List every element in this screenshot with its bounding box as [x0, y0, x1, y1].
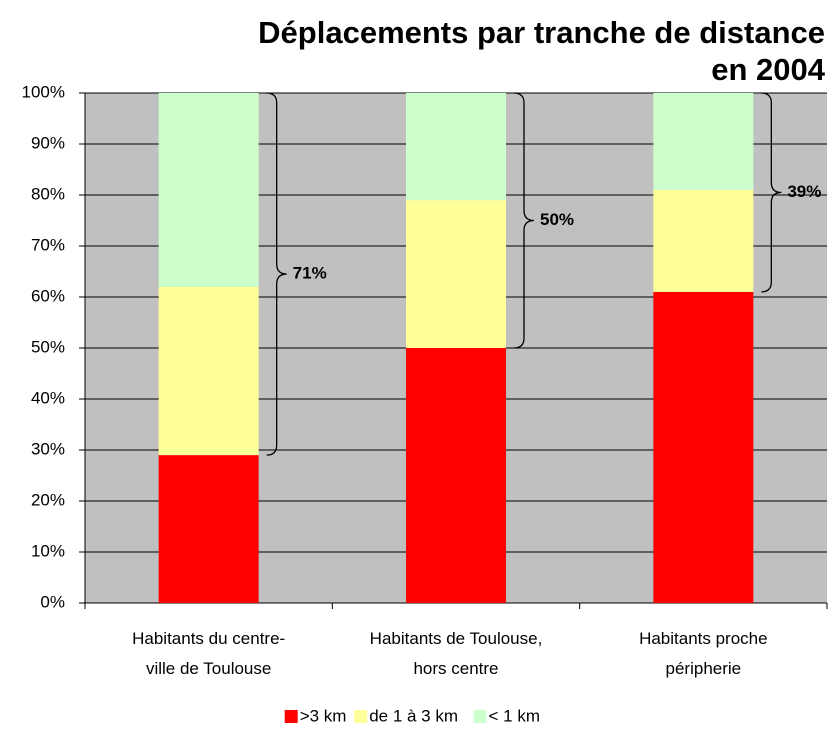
legend-swatch	[473, 710, 487, 723]
y-tick-label: 80%	[31, 184, 65, 203]
legend-label: >3 km	[300, 706, 347, 725]
y-tick-label: 10%	[31, 541, 65, 560]
y-tick-label: 100%	[22, 82, 65, 101]
annotation: 39%	[787, 182, 821, 201]
y-tick-label: 30%	[31, 439, 65, 458]
x-tick-label: Habitants de Toulouse, hors centre	[369, 629, 543, 678]
y-tick-label: 50%	[31, 337, 65, 356]
y-tick-label: 40%	[31, 388, 65, 407]
bar-segment	[406, 200, 506, 348]
chart-title: Déplacements par tranche de distance en …	[258, 15, 825, 87]
bar-segment	[158, 455, 259, 603]
annotation: 71%	[293, 264, 327, 283]
brace	[513, 92, 535, 349]
bar-segment	[653, 93, 754, 190]
bar-segment	[158, 93, 259, 287]
y-tick-label: 90%	[31, 133, 65, 152]
y-tick-label: 0%	[40, 592, 65, 611]
brace	[761, 92, 782, 293]
legend-label: de 1 à 3 km	[369, 706, 458, 725]
y-tick-label: 60%	[31, 286, 65, 305]
bar-segment	[406, 348, 506, 603]
bar-segment	[653, 291, 754, 603]
legend-swatch	[284, 710, 298, 723]
legend-label: < 1 km	[489, 706, 541, 725]
legend-swatch	[354, 710, 368, 723]
bar-segment	[653, 189, 754, 292]
x-tick-label: Habitants du centre- ville de Toulouse	[132, 629, 286, 678]
y-tick-label: 20%	[31, 490, 65, 509]
y-tick-label: 70%	[31, 235, 65, 254]
bar-segment	[406, 93, 506, 201]
bar-segment	[158, 286, 259, 456]
annotation: 50%	[540, 210, 574, 229]
x-tick-label: Habitants proche péripherie	[639, 629, 768, 678]
